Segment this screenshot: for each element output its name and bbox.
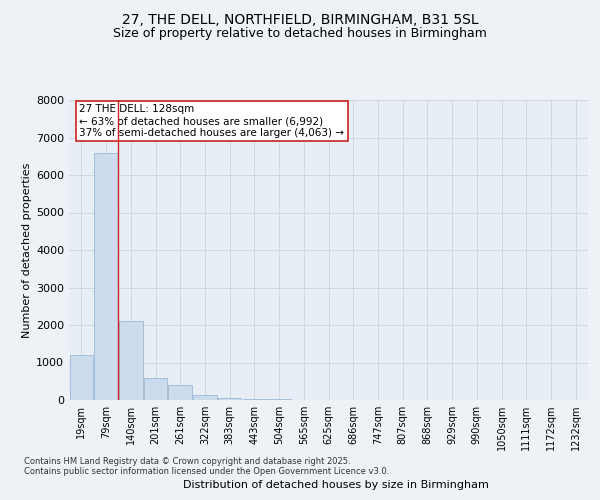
Bar: [218, 398, 241, 400]
Bar: [242, 399, 266, 400]
Text: Size of property relative to detached houses in Birmingham: Size of property relative to detached ho…: [113, 28, 487, 40]
Bar: [94, 152, 118, 400]
Bar: [268, 399, 291, 400]
Text: Distribution of detached houses by size in Birmingham: Distribution of detached houses by size …: [183, 480, 489, 490]
Bar: [193, 395, 217, 400]
Bar: [144, 378, 167, 400]
Y-axis label: Number of detached properties: Number of detached properties: [22, 162, 32, 338]
Bar: [119, 322, 143, 400]
Bar: [169, 385, 192, 400]
Text: Contains HM Land Registry data © Crown copyright and database right 2025.: Contains HM Land Registry data © Crown c…: [24, 457, 350, 466]
Text: Contains public sector information licensed under the Open Government Licence v3: Contains public sector information licen…: [24, 467, 389, 476]
Bar: [70, 355, 93, 400]
Text: 27 THE DELL: 128sqm
← 63% of detached houses are smaller (6,992)
37% of semi-det: 27 THE DELL: 128sqm ← 63% of detached ho…: [79, 104, 344, 138]
Text: 27, THE DELL, NORTHFIELD, BIRMINGHAM, B31 5SL: 27, THE DELL, NORTHFIELD, BIRMINGHAM, B3…: [122, 12, 478, 26]
